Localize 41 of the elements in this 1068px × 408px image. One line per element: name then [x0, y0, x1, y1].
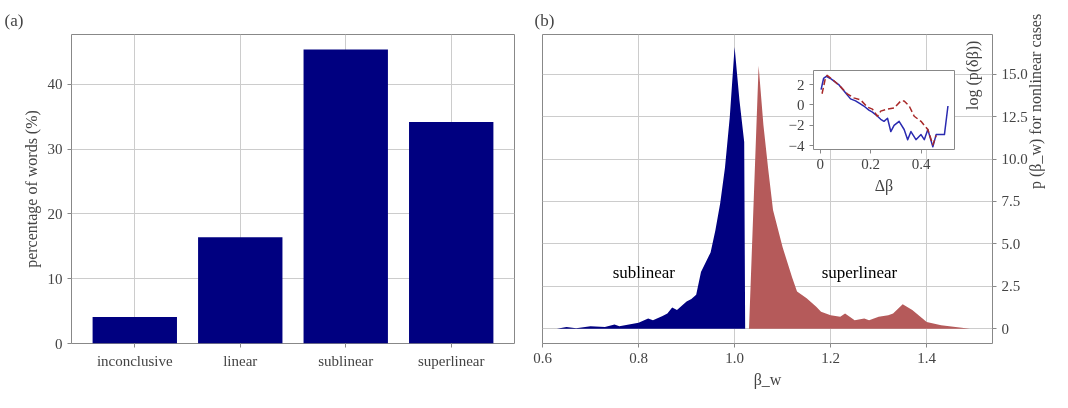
x-tick-label: 0.8 [629, 349, 648, 366]
x-tick-label: 0.6 [533, 349, 553, 366]
x-tick-label: linear [223, 352, 258, 369]
x-tick-label: superlinear [417, 352, 485, 369]
x-tick-label: 0.4 [911, 155, 931, 172]
bar [303, 49, 388, 344]
x-axis-title: Δβ [874, 176, 894, 195]
x-tick-label: inconclusive [96, 352, 174, 369]
x-tick-label: 1.4 [917, 349, 937, 366]
y-tick-label: 0 [55, 335, 63, 352]
x-axis-title: β_w [753, 370, 782, 389]
x-tick-label: 1.2 [821, 349, 841, 366]
y-tick-label: −4 [788, 137, 805, 154]
y-axis-title: percentage of words (%) [22, 110, 41, 268]
y-tick-label: −2 [788, 117, 805, 134]
series-label: superlinear [821, 262, 898, 282]
y-tick-label: 12.5 [1001, 108, 1028, 125]
x-tick-label: 0.2 [861, 155, 881, 172]
bar [409, 121, 494, 344]
y-tick-label: 15.0 [1001, 66, 1028, 83]
series-label: sublinear [612, 262, 676, 282]
x-tick-label: sublinear [318, 352, 374, 369]
x-tick-label: 0 [816, 155, 825, 172]
y-axis-title: p (β_w) for nonlinear cases [1027, 13, 1046, 189]
y-tick-label: 20 [47, 205, 63, 222]
y-tick-label: 40 [47, 76, 63, 93]
x-tick-label: 1.0 [725, 349, 744, 366]
y-tick-label: 10.0 [1001, 151, 1028, 168]
y-tick-label: 0 [1001, 320, 1009, 337]
y-tick-label: 30 [47, 141, 63, 158]
bar [198, 237, 283, 344]
chart-title: (a) [4, 10, 24, 30]
chart-title: (b) [534, 10, 555, 30]
bar [92, 316, 177, 344]
y-tick-label: 2 [797, 76, 805, 93]
y-tick-label: 2.5 [1001, 278, 1021, 295]
y-tick-label: 7.5 [1001, 193, 1021, 210]
y-tick-label: 10 [47, 270, 63, 287]
y-tick-label: 0 [797, 97, 805, 113]
y-axis-title: log (p(δβ)) [964, 40, 982, 110]
y-tick-label: 5.0 [1001, 235, 1021, 252]
